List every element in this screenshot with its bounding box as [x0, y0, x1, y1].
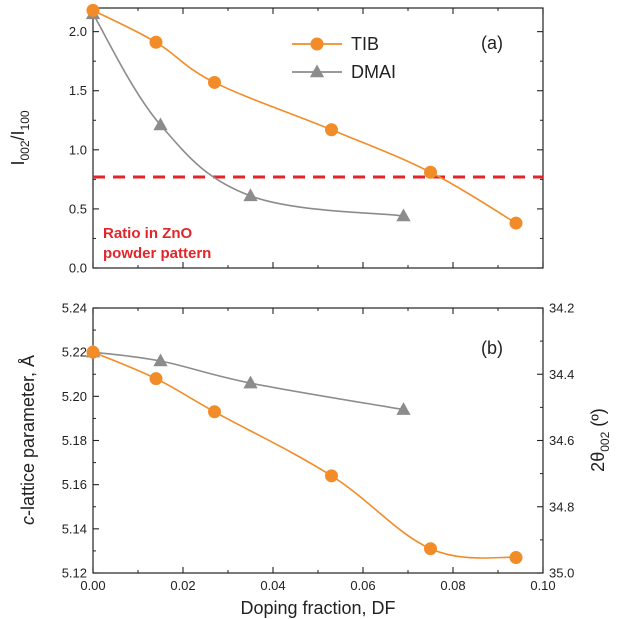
legend-dmai-marker	[309, 64, 325, 78]
y-tick-label: 5.18	[62, 433, 87, 448]
panel-a-series	[85, 3, 523, 230]
y-tick-label: 1.0	[69, 142, 87, 157]
point-tib	[86, 345, 100, 359]
panel-label-a: (a)	[481, 33, 503, 53]
panel-b-series	[85, 344, 523, 565]
y2-tick-label: 34.8	[549, 499, 574, 514]
point-tib	[208, 405, 221, 419]
panel-b-y2label: 2θ002 (º)	[588, 408, 612, 472]
x-tick-label: 0.02	[170, 578, 195, 593]
x-tick-label: 0.04	[260, 578, 285, 593]
panel-a-ylabel: I002/I100	[8, 110, 32, 165]
point-dmai	[396, 208, 411, 222]
y-tick-label: 5.12	[62, 566, 87, 581]
annotation-line1: Ratio in ZnO	[103, 225, 192, 242]
point-dmai	[153, 353, 168, 367]
y-tick-label: 0.0	[69, 261, 87, 276]
legend-tib-marker	[310, 37, 324, 51]
x-tick-label: 0.10	[530, 578, 555, 593]
panel-b-ylabel: c-lattice parameter, Å	[18, 355, 38, 525]
x-tick-label: 0.00	[80, 578, 105, 593]
point-tib	[149, 35, 163, 49]
series-line-dmai	[92, 351, 404, 411]
point-tib	[424, 542, 437, 556]
legend-tib-label: TIB	[351, 34, 379, 54]
point-dmai	[243, 188, 258, 202]
legend-dmai-label: DMAI	[351, 62, 396, 82]
y-tick-label: 0.5	[69, 201, 87, 216]
series-line-dmai	[92, 13, 404, 217]
panel-a-axes: 0.0 0.5 1.0 1.5 2.0	[69, 8, 544, 276]
y2-tick-label: 34.6	[549, 433, 574, 448]
point-tib	[424, 165, 437, 179]
y-tick-label: 5.14	[62, 521, 87, 536]
point-tib	[509, 216, 523, 230]
panel-b: 0.00 0.02 0.04 0.06 0.08 0.10 5.12 5.14 5.16 5.18…	[18, 301, 612, 594]
y-tick-label: 5.16	[62, 477, 87, 492]
y-tick-label: 1.5	[69, 83, 87, 98]
point-tib	[325, 123, 338, 137]
point-tib	[86, 3, 100, 17]
x-tick-label: 0.06	[350, 578, 375, 593]
legend: TIB DMAI	[292, 34, 396, 82]
y-tick-label: 5.22	[62, 345, 87, 360]
point-tib	[208, 75, 221, 89]
annotation-line2: powder pattern	[103, 245, 211, 262]
x-tick-label: 0.08	[440, 578, 465, 593]
point-tib	[149, 372, 163, 386]
y2-tick-label: 35.0	[549, 566, 574, 581]
x-axis-title: Doping fraction, DF	[240, 598, 395, 618]
point-tib	[325, 469, 338, 483]
panel-a: 0.0 0.5 1.0 1.5 2.0 Ratio in ZnO powder patt…	[8, 3, 544, 276]
y-tick-label: 2.0	[69, 24, 87, 39]
panel-b-frame	[92, 307, 544, 574]
panel-b-axes: 0.00 0.02 0.04 0.06 0.08 0.10 5.12 5.14 5.16 5.18…	[62, 301, 575, 594]
y-tick-label: 5.20	[62, 389, 87, 404]
point-tib	[509, 551, 523, 565]
panel-label-b: (b)	[481, 338, 503, 358]
y-tick-label: 5.24	[62, 301, 87, 316]
y2-tick-label: 34.2	[549, 301, 574, 316]
point-dmai	[153, 117, 168, 131]
point-dmai	[243, 375, 258, 389]
y2-tick-label: 34.4	[549, 367, 574, 382]
point-dmai	[396, 402, 411, 415]
